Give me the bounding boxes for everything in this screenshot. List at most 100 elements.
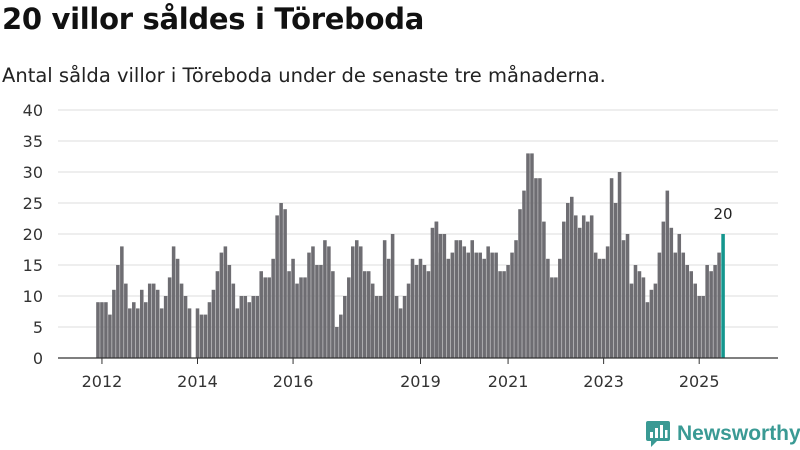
y-tick-label: 40	[23, 101, 43, 120]
bar	[183, 296, 188, 358]
bar	[398, 308, 403, 358]
bar	[195, 308, 200, 358]
bar	[394, 296, 399, 358]
bar	[155, 289, 160, 358]
x-tick-label: 2016	[273, 372, 314, 391]
bar	[490, 252, 494, 358]
bar	[351, 246, 355, 358]
bar	[422, 265, 427, 358]
bar	[681, 252, 686, 358]
bar	[550, 277, 554, 358]
bar	[323, 240, 327, 358]
bar	[386, 258, 391, 358]
bar	[343, 296, 347, 358]
y-tick-label: 35	[23, 132, 43, 151]
bar	[689, 271, 693, 358]
bar	[593, 252, 598, 358]
x-axis: 2012 2014 2016 2019 2021 2023 2025	[58, 357, 778, 391]
bar	[446, 258, 451, 358]
bar	[132, 302, 136, 358]
bar	[287, 271, 291, 358]
bar	[163, 296, 168, 358]
bar	[299, 277, 303, 358]
bar	[179, 283, 184, 358]
bar	[247, 302, 252, 358]
bar	[717, 252, 721, 358]
bar	[530, 153, 534, 358]
annotations: 20	[714, 205, 733, 223]
bar	[609, 178, 614, 358]
bar	[410, 258, 415, 358]
bar	[506, 265, 510, 358]
bar	[701, 296, 705, 358]
last-value-label: 20	[714, 205, 733, 223]
bar	[585, 221, 590, 358]
bar	[665, 190, 670, 358]
bar	[374, 296, 379, 358]
bar	[116, 265, 120, 358]
bar	[108, 314, 112, 358]
bar	[538, 178, 542, 358]
bar	[629, 283, 634, 358]
bar	[171, 246, 176, 358]
bar	[577, 227, 582, 358]
bar	[120, 246, 124, 358]
bar	[426, 271, 431, 358]
bar	[685, 265, 690, 358]
bar	[418, 258, 423, 358]
bar	[514, 240, 518, 358]
bar	[661, 221, 666, 358]
bar	[430, 227, 435, 358]
newsworthy-logo-icon	[646, 421, 670, 447]
bar	[291, 258, 295, 358]
bar	[434, 252, 439, 358]
brand-logo[interactable]: Newsworthy	[645, 420, 800, 448]
bar	[100, 302, 104, 358]
bar	[649, 289, 654, 358]
bar	[175, 258, 180, 358]
bar	[187, 308, 192, 358]
y-tick-label: 0	[33, 349, 43, 368]
bar	[251, 296, 256, 358]
bar	[558, 258, 562, 358]
bar	[96, 302, 100, 358]
bar	[366, 271, 371, 358]
bar	[462, 246, 467, 358]
x-tick-label: 2014	[177, 372, 218, 391]
bar	[319, 265, 323, 358]
bar	[542, 221, 546, 358]
chart-title: 20 villor såldes i Töreboda	[2, 2, 424, 36]
bar	[498, 271, 502, 358]
bar	[566, 203, 570, 358]
bar	[271, 258, 275, 358]
bar	[235, 308, 240, 358]
bar	[203, 314, 208, 358]
bar	[136, 308, 140, 358]
bar	[673, 252, 678, 358]
bar	[709, 271, 713, 358]
y-tick-label: 20	[23, 225, 43, 244]
bar	[307, 252, 311, 358]
bar	[347, 277, 351, 358]
bar	[633, 265, 638, 358]
bar	[139, 289, 144, 358]
bar	[581, 215, 586, 358]
bar	[713, 265, 717, 358]
bar	[223, 246, 228, 358]
bar	[573, 215, 578, 358]
bar	[211, 289, 216, 358]
bar	[303, 277, 307, 358]
bar	[546, 258, 550, 358]
bar	[705, 265, 709, 358]
bar	[554, 277, 558, 358]
bar	[522, 190, 526, 358]
bar	[215, 271, 220, 358]
bar	[358, 246, 363, 358]
bar	[143, 302, 148, 358]
bar	[569, 196, 574, 358]
bar	[267, 277, 271, 358]
bar	[645, 302, 650, 358]
bar	[124, 283, 128, 358]
y-tick-label: 5	[33, 318, 43, 337]
